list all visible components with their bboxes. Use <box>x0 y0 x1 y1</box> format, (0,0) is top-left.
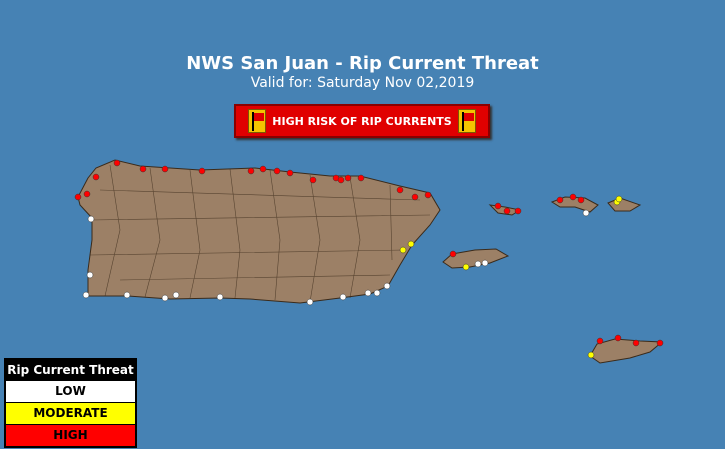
beach-dot-low <box>216 293 224 301</box>
red-flag-icon <box>457 109 476 133</box>
beach-dot-high <box>656 339 664 347</box>
vieques <box>442 248 510 269</box>
red-flag-icon <box>248 109 266 133</box>
beach-dot-high <box>577 196 585 204</box>
beach-dot-low <box>383 282 391 290</box>
legend-low: LOW <box>6 381 135 402</box>
beach-dot-low <box>339 293 347 301</box>
beach-dot-moderate <box>587 351 595 359</box>
map-subtitle: Valid for: Saturday Nov 02,2019 <box>250 75 475 91</box>
beach-dot-low <box>364 289 372 297</box>
beach-dots <box>74 159 664 359</box>
beach-dot-high <box>344 174 352 182</box>
legend-title: Rip Current Threat <box>7 363 134 377</box>
beach-dot-high <box>357 174 365 182</box>
beach-dot-moderate <box>407 240 415 248</box>
beach-dot-moderate <box>399 246 407 254</box>
beach-dot-high <box>569 193 577 201</box>
beach-dot-low <box>86 271 94 279</box>
beach-dot-high <box>449 250 457 258</box>
beach-dot-high <box>309 176 317 184</box>
beach-dot-high <box>556 196 564 204</box>
high-risk-banner: HIGH RISK OF RIP CURRENTS <box>234 104 490 138</box>
beach-dot-high <box>139 165 147 173</box>
beach-dot-high <box>259 165 267 173</box>
beach-dot-high <box>74 193 82 201</box>
beach-dot-low <box>172 291 180 299</box>
beach-dot-moderate <box>615 195 623 203</box>
beach-dot-high <box>198 167 206 175</box>
st-john <box>607 197 642 212</box>
beach-dot-high <box>83 190 91 198</box>
legend-high: HIGH <box>6 424 135 446</box>
beach-dot-high <box>286 169 294 177</box>
legend-moderate: MODERATE <box>6 402 135 424</box>
banner-label: HIGH RISK OF RIP CURRENTS <box>272 114 452 128</box>
beach-dot-high <box>596 337 604 345</box>
beach-dot-low <box>373 289 381 297</box>
beach-dot-high <box>337 176 345 184</box>
beach-dot-high <box>92 173 100 181</box>
puerto-rico <box>77 159 441 304</box>
beach-dot-high <box>113 159 121 167</box>
beach-dot-high <box>614 334 622 342</box>
beach-dot-high <box>632 339 640 347</box>
beach-dot-low <box>582 209 590 217</box>
beach-dot-high <box>503 207 511 215</box>
beach-dot-low <box>474 260 482 268</box>
beach-dot-high <box>424 191 432 199</box>
beach-dot-low <box>82 291 90 299</box>
beach-dot-low <box>481 259 489 267</box>
beach-dot-moderate <box>462 263 470 271</box>
beach-dot-low <box>123 291 131 299</box>
beach-dot-high <box>396 186 404 194</box>
beach-dot-high <box>494 202 502 210</box>
beach-dot-high <box>247 167 255 175</box>
legend: Rip Current Threat LOW MODERATE HIGH <box>4 358 137 448</box>
map-title: NWS San Juan - Rip Current Threat <box>186 53 539 74</box>
beach-dot-high <box>514 207 522 215</box>
beach-dot-high <box>161 165 169 173</box>
st-thomas <box>550 196 599 213</box>
beach-dot-low <box>306 298 314 306</box>
beach-dot-high <box>411 193 419 201</box>
beach-dot-low <box>161 294 169 302</box>
beach-dot-high <box>273 167 281 175</box>
beach-dot-low <box>87 215 95 223</box>
